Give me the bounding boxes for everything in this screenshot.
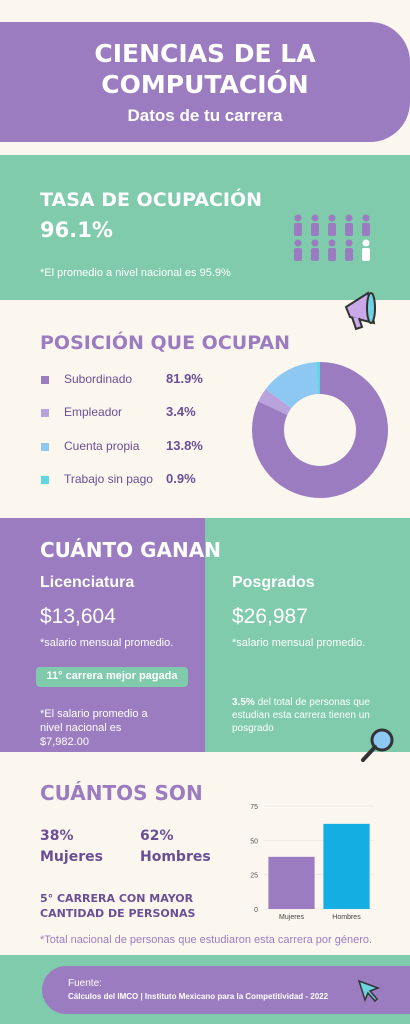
legend-value: 3.4% xyxy=(166,404,196,420)
cursor-icon xyxy=(357,979,381,1003)
bachelor-salary: $13,604 xyxy=(40,605,116,628)
y-tick-label: 75 xyxy=(250,804,258,811)
title: CIENCIAS DE LA COMPUTACIÓN xyxy=(94,39,316,99)
subtitle: Datos de tu carrera xyxy=(127,106,283,125)
x-tick-label: Mujeres xyxy=(279,914,304,921)
source-label: Fuente: xyxy=(68,978,102,989)
earnings-right xyxy=(205,518,410,752)
earnings-title: CUÁNTO GANAN xyxy=(40,538,221,562)
bachelor-label: Licenciatura xyxy=(40,574,135,591)
magnifier-icon xyxy=(361,728,394,762)
count-note: *Total nacional de personas que estudiar… xyxy=(40,934,373,946)
bachelor-rank: 11° carrera mejor pagada xyxy=(46,670,178,682)
men-share: 62% xyxy=(140,828,174,844)
men-label: Hombres xyxy=(140,849,211,865)
legend-value: 0.9% xyxy=(166,470,196,486)
legend-label: Cuenta propia xyxy=(64,438,140,453)
women-label: Mujeres xyxy=(40,849,103,865)
postgrad-share: 3.5% xyxy=(232,697,255,708)
postgrad-share-text: del total de personas que estudian esta … xyxy=(232,697,370,734)
megaphone-icon xyxy=(344,291,376,331)
position-title: POSICIÓN QUE OCUPAN xyxy=(40,332,290,354)
y-tick-label: 50 xyxy=(250,838,258,845)
donut-chart xyxy=(251,362,388,498)
legend-swatch xyxy=(41,442,49,451)
women-share: 38% xyxy=(40,828,74,844)
legend-label: Subordinado xyxy=(64,372,133,386)
bar-chart: 0 25 50 75 Mujeres Hombres xyxy=(250,804,374,921)
header-banner xyxy=(0,22,410,142)
legend-value: 13.8% xyxy=(166,437,203,453)
postgrad-salary: $26,987 xyxy=(232,605,308,628)
legend-swatch xyxy=(41,475,49,484)
bar xyxy=(268,856,315,909)
bachelor-national: *El salario promedio a nivel nacional es… xyxy=(40,708,148,748)
people-icons xyxy=(294,214,370,261)
legend-swatch xyxy=(41,409,49,418)
postgrad-label: Posgrados xyxy=(232,574,315,591)
legend-swatch xyxy=(41,376,49,384)
x-tick-label: Hombres xyxy=(332,914,361,921)
postgrad-note: *salario mensual promedio. xyxy=(232,637,366,649)
rank-pill xyxy=(36,667,188,687)
bar xyxy=(323,823,370,909)
occupation-title: TASA DE OCUPACIÓN xyxy=(40,189,263,211)
count-title: CUÁNTOS SON xyxy=(40,781,203,805)
source-text: Cálculos del IMCO | Instituto Mexicano p… xyxy=(68,992,329,1001)
y-tick-label: 0 xyxy=(254,907,258,914)
donut-slice xyxy=(251,362,388,498)
donut-slice xyxy=(265,362,318,409)
source-box xyxy=(42,966,410,1014)
y-tick-label: 25 xyxy=(250,873,258,880)
donut-slice xyxy=(316,362,320,395)
occupation-section xyxy=(0,155,410,300)
legend-label: Empleador xyxy=(64,405,123,420)
earnings-left xyxy=(0,518,205,752)
legend-label: Trabajo sin pago xyxy=(64,471,153,486)
count-rank: 5° CARRERA CON MAYOR CANTIDAD DE PERSONA… xyxy=(40,892,196,920)
occupation-value: 96.1% xyxy=(40,218,113,242)
occupation-note: *El promedio a nivel nacional es 95.9% xyxy=(40,267,231,279)
bachelor-note: *salario mensual promedio. xyxy=(40,637,174,649)
donut-slice xyxy=(258,389,292,415)
legend-value: 81.9% xyxy=(166,371,203,386)
postgrad-share-block: 3.5% del total de personas que estudian … xyxy=(232,696,382,735)
